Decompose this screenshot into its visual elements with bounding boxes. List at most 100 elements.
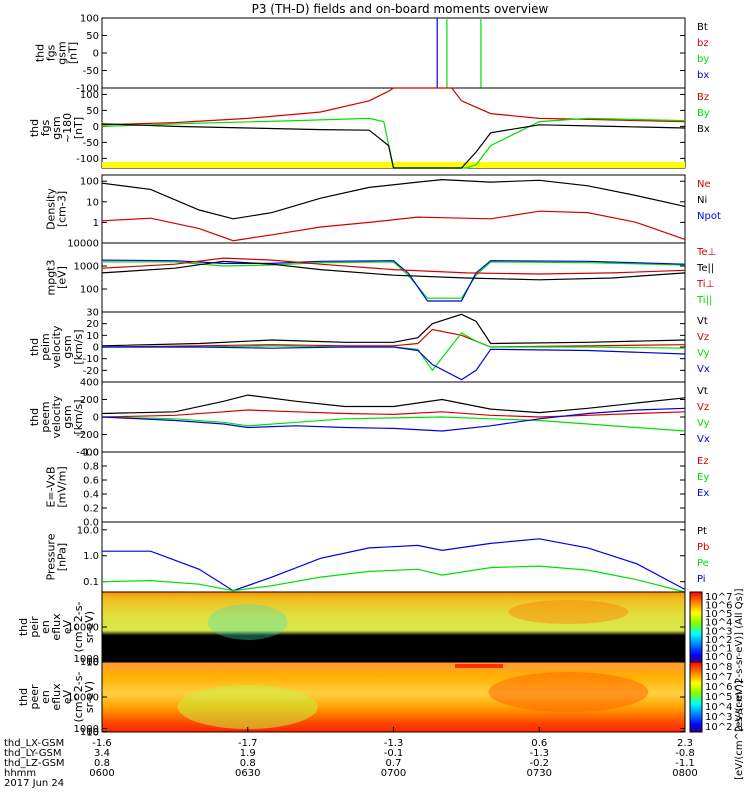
footer-ly-value: 3.4 [94, 748, 110, 759]
legend-entry: Bz [697, 92, 709, 103]
colorbar-tick-label: 10^8 [705, 662, 732, 673]
legend-entry: Ne [697, 179, 711, 190]
y-axis-label: en [39, 690, 52, 704]
y-axis-label: [km/s] [72, 399, 85, 434]
panel-pressure: 10.0 1.0 0.1 Pressure[nPa] Pt Pb Pe Pi [45, 521, 709, 593]
spectrogram-bar [455, 664, 503, 668]
y-axis-label: peim [39, 333, 52, 361]
footer-row-label: thd_LZ-GSM [4, 758, 65, 769]
y-tick-label: 10000 [67, 693, 99, 704]
y-tick-label: 100 [80, 285, 99, 296]
y-axis-label: gsm [61, 405, 74, 428]
series-Te|| [101, 260, 686, 281]
y-tick-label: 100 [80, 177, 99, 188]
y-tick-label: 0.6 [83, 476, 99, 487]
series-Ni [101, 178, 686, 220]
panel-efield: 1.0 0.8 0.6 0.4 0.2 0.0 E=-VxB[mV/m] Ez Ey Ex [45, 448, 710, 529]
colorbar-tick-label: 10^7 [705, 592, 732, 603]
y-tick-label: 10 [86, 331, 99, 342]
legend-entry: Ti|| [696, 295, 712, 306]
footer-lx-value: 2.3 [677, 738, 693, 749]
footer-lz-value: 0.8 [94, 758, 110, 769]
y-axis-label: [mV/m] [56, 466, 69, 507]
y-tick-label: -50 [83, 138, 99, 149]
colorbar-title: [eV/(cm^2-s-sr-eV)] (All Qs)] [734, 588, 745, 731]
series-Vt [101, 313, 686, 347]
legend-entry: Vt [697, 316, 708, 327]
colorbar-tick-label: 10^2 [705, 635, 732, 646]
legend-entry: Bt [697, 22, 708, 33]
panel-mpgt3: 10000 1000 100 mpgt3[eV] Te⊥ Te|| Ti⊥ Ti|| [45, 239, 716, 313]
series-Vt [101, 394, 686, 415]
colorbar-tick-label: 10^6 [705, 601, 732, 612]
footer-hhmm-value: 0730 [527, 768, 552, 779]
y-tick-label: 1.0 [83, 448, 99, 459]
y-axis-label: thd [34, 44, 47, 62]
spectrogram-blob [508, 600, 629, 624]
y-axis-label: [km/s] [72, 329, 85, 364]
y-tick-label: 30 [86, 308, 99, 319]
y-tick-label: 1000 [74, 724, 99, 735]
footer-hhmm-value: 0600 [89, 768, 114, 779]
footer-lz-value: -1.1 [675, 758, 695, 769]
footer-ly-value: -0.8 [675, 748, 695, 759]
y-axis-label: peir [28, 616, 41, 638]
y-tick-label: 0.8 [83, 462, 99, 473]
series-Vx [101, 407, 686, 432]
colorbar-tick-label: 10^5 [705, 692, 732, 703]
y-axis-label: eflux [50, 613, 63, 641]
series-Vy [102, 332, 686, 372]
legend-entry: By [697, 108, 710, 119]
y-tick-label: 1000 [74, 262, 99, 273]
y-tick-label: 0.4 [83, 490, 99, 501]
series-Vy [101, 416, 686, 432]
y-tick-label: 100 [80, 657, 99, 668]
legend-entry: Ti⊥ [696, 279, 714, 290]
y-tick-label: 10 [86, 657, 99, 668]
y-tick-label: -50 [83, 66, 99, 77]
y-tick-label: -100 [76, 154, 99, 165]
y-tick-label: 20 [86, 319, 99, 330]
spectrogram-blob [177, 685, 318, 729]
y-tick-label: -10 [83, 354, 99, 365]
footer-lx-value: -1.6 [92, 738, 112, 749]
y-tick-label: 0 [93, 122, 99, 133]
y-tick-label: 10000 [67, 239, 99, 250]
footer-row-label: thd_LY-GSM [4, 748, 61, 759]
y-tick-label: 0.0 [83, 518, 99, 529]
legend-entry: Ex [697, 488, 709, 499]
series-Bz [101, 87, 686, 126]
y-tick-label: 0.2 [83, 504, 99, 515]
y-axis-label: velocity [50, 395, 63, 438]
y-axis-label: mpgt3 [45, 260, 58, 296]
panel-frame [101, 87, 686, 169]
legend-entry: Vy [697, 418, 710, 429]
series-Ti⊥ [101, 259, 686, 302]
panel-density: 100 10 1 Density[cm-3] Ne Ni Npot [45, 174, 721, 244]
colorbar-tick-label: 10^0 [705, 652, 732, 663]
y-tick-label: 100 [80, 727, 99, 738]
legend-entry: Pb [697, 542, 709, 553]
y-tick-label: 200 [80, 395, 99, 406]
y-axis-label: sr-eV) [83, 681, 96, 713]
series-Ne [101, 210, 686, 242]
y-tick-label: -100 [76, 84, 99, 95]
legend-entry: bx [697, 70, 709, 81]
y-axis-label: (cm^2-s- [72, 602, 85, 653]
colorbar-tick-label: 10^6 [705, 682, 732, 693]
y-axis-label: eV [61, 619, 74, 634]
colorbar-tick-label: 10^7 [705, 672, 732, 683]
colorbar-title: [eV/(cm^2-s-sr-eV)] [734, 680, 745, 780]
y-axis-label: [eV] [56, 266, 69, 289]
y-tick-label: -400 [76, 448, 99, 459]
y-axis-label: thd [28, 338, 41, 356]
y-axis-label: thd [28, 408, 41, 426]
legend-entry: Vz [697, 332, 709, 343]
colorbar-scale [689, 661, 703, 733]
legend-entry: Vx [697, 434, 710, 445]
y-axis-label: fgs [39, 119, 52, 136]
